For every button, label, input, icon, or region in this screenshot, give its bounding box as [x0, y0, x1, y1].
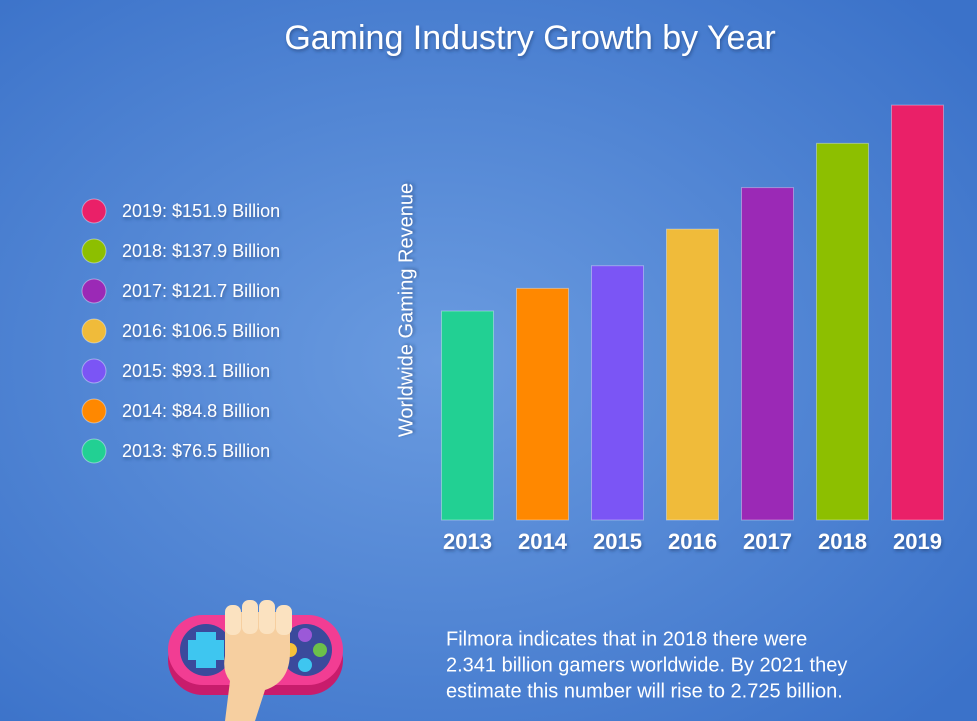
chart-title: Gaming Industry Growth by Year [284, 19, 775, 57]
x-tick-label: 2018 [818, 529, 867, 554]
annotation: 2.341 billion gamers worldwide. By 2021 … [446, 654, 847, 676]
annotation: estimate this number will rise to 2.725 … [446, 680, 843, 702]
bar [441, 310, 494, 521]
bar [666, 228, 719, 521]
legend-marker [81, 398, 107, 424]
legend-label: 2016: $106.5 Billion [122, 321, 280, 341]
x-tick-label: 2016 [668, 529, 717, 554]
x-tick-label: 2015 [593, 529, 642, 554]
bar [591, 265, 644, 521]
x-tick-label: 2013 [443, 529, 492, 554]
bar [816, 142, 869, 521]
legend-marker [81, 438, 107, 464]
legend-label: 2014: $84.8 Billion [122, 401, 270, 421]
x-tick-label: 2014 [518, 529, 568, 554]
controller-icon [168, 600, 343, 721]
bar [891, 104, 944, 521]
legend-label: 2019: $151.9 Billion [122, 201, 280, 221]
legend-marker [81, 358, 107, 384]
y-axis-label: Worldwide Gaming Revenue [395, 183, 417, 437]
legend-marker [81, 278, 107, 304]
legend-marker [81, 318, 107, 344]
bar [516, 287, 569, 521]
legend-label: 2015: $93.1 Billion [122, 361, 270, 381]
legend-marker [81, 198, 107, 224]
legend-label: 2017: $121.7 Billion [122, 281, 280, 301]
x-tick-label: 2019 [893, 529, 942, 554]
legend-marker [81, 238, 107, 264]
annotation: Filmora indicates that in 2018 there wer… [446, 628, 807, 650]
bar [741, 187, 794, 521]
legend-label: 2013: $76.5 Billion [122, 441, 270, 461]
legend-label: 2018: $137.9 Billion [122, 241, 280, 261]
x-tick-label: 2017 [743, 529, 792, 554]
